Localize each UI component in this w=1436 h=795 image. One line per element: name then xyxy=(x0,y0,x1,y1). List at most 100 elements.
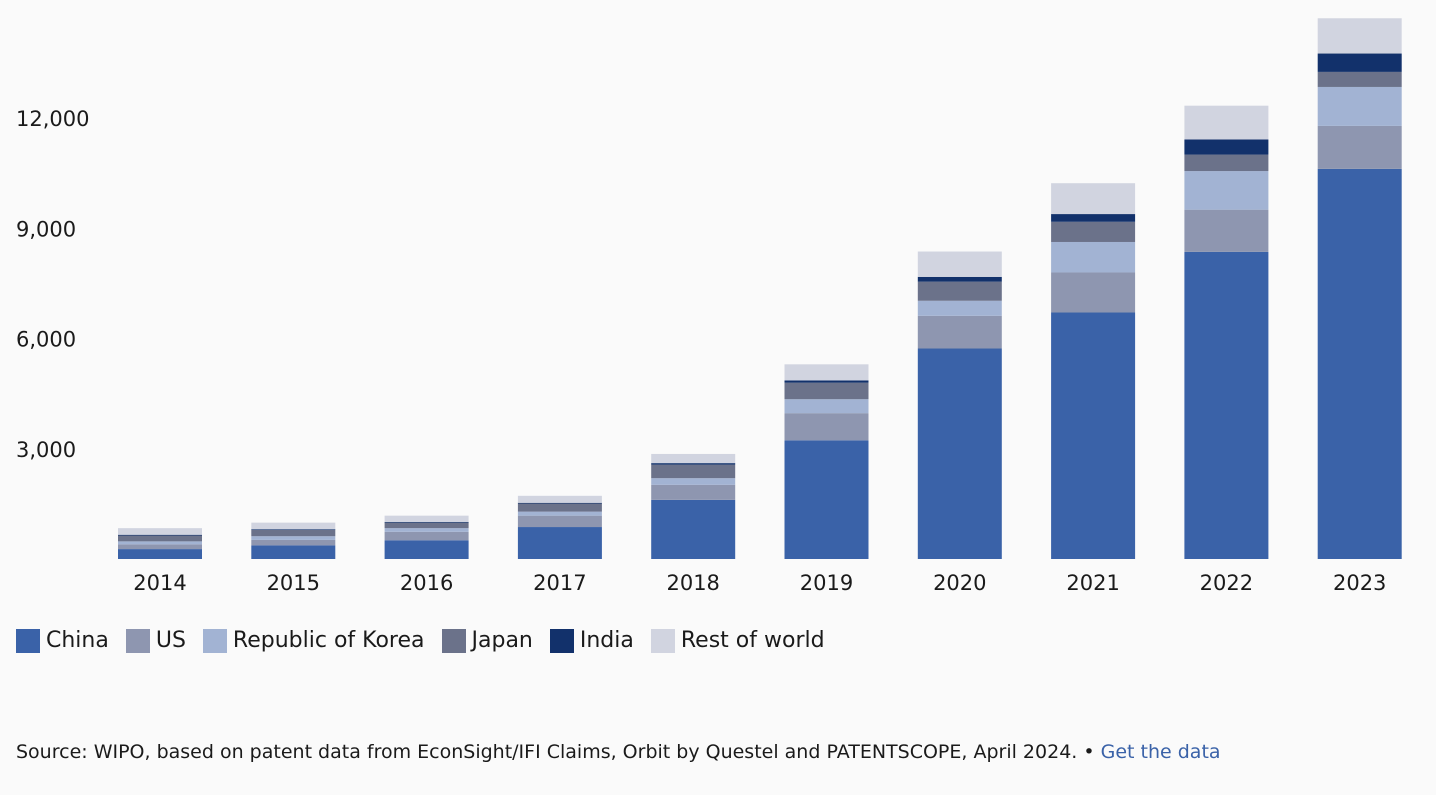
bar-2022-us xyxy=(1184,209,1269,252)
bar-2019-rest-of-world xyxy=(784,364,869,381)
bar-2016-us xyxy=(384,531,469,541)
legend-label-republic-of-korea: Republic of Korea xyxy=(232,628,425,653)
bar-2015-us xyxy=(251,539,336,546)
legend-label-japan: Japan xyxy=(471,628,533,653)
bar-2021-republic-of-korea xyxy=(1051,241,1136,273)
x-tick-label-2022: 2022 xyxy=(1200,571,1253,595)
legend-label-rest-of-world: Rest of world xyxy=(680,628,825,653)
x-tick-label-2016: 2016 xyxy=(400,571,453,595)
bar-2018-republic-of-korea xyxy=(651,478,736,485)
bar-2018-japan xyxy=(651,464,736,479)
bar-2022-japan xyxy=(1184,154,1269,172)
bar-2019-india xyxy=(784,380,869,383)
bar-stack-2016 xyxy=(384,515,469,559)
legend-swatch-republic-of-korea xyxy=(202,628,227,653)
legend-swatch-china xyxy=(16,628,40,653)
y-axis: 3,000 6,000 9,000 12,000 xyxy=(16,107,89,462)
legend-label-us: US xyxy=(155,628,186,653)
legend-item-india: India xyxy=(549,628,634,653)
bar-stack-2021 xyxy=(1051,183,1136,559)
legend-item-rest-of-world: Rest of world xyxy=(650,628,825,653)
bar-2015-rest-of-world xyxy=(251,522,336,530)
bar-2022-republic-of-korea xyxy=(1184,171,1269,210)
bar-2015-india xyxy=(251,529,336,530)
x-tick-label-2020: 2020 xyxy=(933,571,986,595)
bar-2021-india xyxy=(1051,214,1136,222)
x-tick-label-2019: 2019 xyxy=(800,571,853,595)
legend-swatch-rest-of-world xyxy=(650,628,675,653)
bar-2019-us xyxy=(784,413,869,441)
legend-swatch-india xyxy=(549,628,574,653)
y-tick-label-9000: 9,000 xyxy=(16,217,76,241)
bar-2016-rest-of-world xyxy=(384,515,469,522)
bars xyxy=(118,18,1402,560)
bar-2016-china xyxy=(384,540,469,559)
bar-2017-republic-of-korea xyxy=(517,511,602,516)
bar-stack-2022 xyxy=(1184,105,1269,560)
bar-stack-2020 xyxy=(917,251,1002,559)
bar-2016-japan xyxy=(384,522,469,529)
get-the-data-link[interactable]: Get the data xyxy=(1100,741,1221,763)
x-tick-label-2017: 2017 xyxy=(533,571,586,595)
bar-2020-rest-of-world xyxy=(917,251,1002,277)
bar-2020-us xyxy=(917,315,1002,349)
bar-2014-india xyxy=(118,534,202,536)
bar-2020-japan xyxy=(917,281,1002,301)
bar-2017-india xyxy=(517,502,602,504)
bar-2015-japan xyxy=(251,529,336,537)
x-tick-label-2021: 2021 xyxy=(1066,571,1119,595)
bar-2018-india xyxy=(651,463,736,465)
bar-2021-japan xyxy=(1051,221,1136,242)
x-tick-label-2023: 2023 xyxy=(1333,571,1386,595)
bar-2023-us xyxy=(1317,125,1402,169)
bar-stack-2023 xyxy=(1317,18,1402,559)
bar-2022-china xyxy=(1184,251,1269,560)
bar-2014-japan xyxy=(118,535,202,542)
bar-stack-2018 xyxy=(651,453,736,559)
bar-2019-japan xyxy=(784,382,869,400)
bar-2015-china xyxy=(251,545,336,559)
y-tick-label-3000: 3,000 xyxy=(16,438,76,462)
bar-2020-republic-of-korea xyxy=(917,300,1002,316)
bar-2023-japan xyxy=(1317,71,1402,87)
bar-2014-us xyxy=(118,544,202,550)
bar-2014-rest-of-world xyxy=(118,528,202,535)
bar-2020-china xyxy=(917,348,1002,559)
bar-stack-2019 xyxy=(784,364,869,559)
bar-2018-us xyxy=(651,484,736,500)
bar-2014-china xyxy=(118,549,202,559)
legend-item-japan: Japan xyxy=(441,628,533,653)
x-tick-label-2018: 2018 xyxy=(666,571,719,595)
bar-2017-china xyxy=(517,527,602,559)
chart-area: 3,000 6,000 9,000 12,000 2014 2015 2016 2017 20… xyxy=(16,18,1402,595)
bar-2020-india xyxy=(917,276,1002,282)
bar-stack-2017 xyxy=(517,495,602,559)
bar-2017-rest-of-world xyxy=(517,495,602,503)
legend-item-us: US xyxy=(125,628,186,653)
bar-stack-2015 xyxy=(251,522,336,559)
bar-2021-rest-of-world xyxy=(1051,183,1136,215)
bar-2016-republic-of-korea xyxy=(384,528,469,532)
bar-2018-china xyxy=(651,499,736,559)
bar-2015-republic-of-korea xyxy=(251,536,336,540)
source-text: Source: WIPO, based on patent data from … xyxy=(16,741,1101,763)
bar-2019-republic-of-korea xyxy=(784,399,869,414)
bar-2017-japan xyxy=(517,503,602,512)
bar-2022-india xyxy=(1184,139,1269,155)
legend-swatch-japan xyxy=(441,628,466,653)
bar-2014-republic-of-korea xyxy=(118,541,202,545)
bar-stack-2014 xyxy=(118,528,202,559)
bar-2023-india xyxy=(1317,53,1402,72)
legend-label-india: India xyxy=(579,628,634,653)
bar-2023-china xyxy=(1317,168,1402,559)
x-tick-label-2014: 2014 xyxy=(133,571,186,595)
legend-item-china: China xyxy=(16,628,109,653)
x-axis: 2014 2015 2016 2017 2018 2019 2020 2021 2022 2023 xyxy=(133,571,1386,595)
x-tick-label-2015: 2015 xyxy=(267,571,320,595)
bar-2016-india xyxy=(384,521,469,523)
bar-2021-china xyxy=(1051,312,1136,559)
legend-swatch-us xyxy=(125,628,150,653)
bar-2023-rest-of-world xyxy=(1317,18,1402,54)
legend-item-republic-of-korea: Republic of Korea xyxy=(202,628,425,653)
